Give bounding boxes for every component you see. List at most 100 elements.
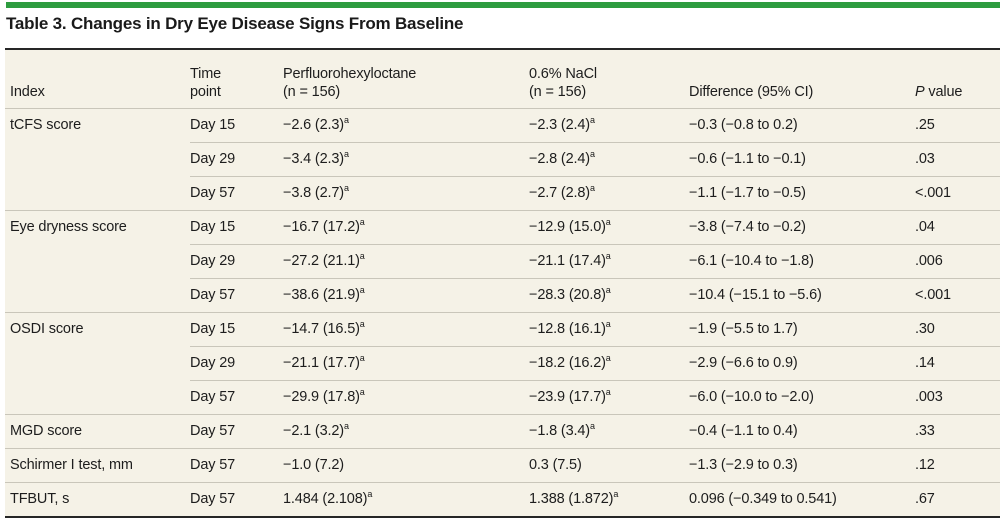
cell-time-point: Day 57 xyxy=(190,287,236,303)
cell-nacl: 0.3 (7.5) xyxy=(529,457,582,473)
column-header-nacl-label: 0.6% NaCl xyxy=(529,66,597,83)
cell-p-value: .25 xyxy=(915,117,935,133)
footnote-marker: a xyxy=(589,115,595,126)
cell-nacl: −18.2 (16.2)a xyxy=(529,353,611,371)
footnote-marker: a xyxy=(605,285,611,296)
column-header-index: Index xyxy=(10,83,45,100)
cell-time-point: Day 15 xyxy=(190,219,236,235)
cell-difference: 0.096 (−0.349 to 0.541) xyxy=(689,491,837,507)
cell-nacl: −2.8 (2.4)a xyxy=(529,149,595,167)
cell-perfluorohexyloctane: −38.6 (21.9)a xyxy=(283,285,365,303)
footnote-marker: a xyxy=(359,217,365,228)
cell-perfluorohexyloctane: −16.7 (17.2)a xyxy=(283,217,365,235)
cell-perfluorohexyloctane: −21.1 (17.7)a xyxy=(283,353,365,371)
cell-difference: −1.9 (−5.5 to 1.7) xyxy=(689,321,798,337)
cell-difference: −1.3 (−2.9 to 0.3) xyxy=(689,457,798,473)
cell-p-value: <.001 xyxy=(915,287,951,303)
table-row: Day 29 −27.2 (21.1)a −21.1 (17.4)a −6.1 (−1… xyxy=(5,244,1000,278)
cell-difference: −0.4 (−1.1 to 0.4) xyxy=(689,423,798,439)
cell-nacl: −23.9 (17.7)a xyxy=(529,387,611,405)
table-row: OSDI score Day 15 −14.7 (16.5)a −12.8 (16.1… xyxy=(5,312,1000,346)
cell-perfluorohexyloctane: −14.7 (16.5)a xyxy=(283,319,365,337)
footnote-marker: a xyxy=(343,421,349,432)
cell-time-point: Day 29 xyxy=(190,151,236,167)
column-header-perfluorohexyloctane-label: Perfluorohexyloctane xyxy=(283,66,417,83)
table-body: tCFS score Day 15 −2.6 (2.3)a −2.3 (2.4)a −0… xyxy=(5,108,1000,516)
footnote-marker: a xyxy=(359,251,365,262)
footnote-marker: a xyxy=(589,421,595,432)
table-title: Table 3. Changes in Dry Eye Disease Sign… xyxy=(6,14,464,33)
footnote-marker: a xyxy=(359,285,365,296)
cell-difference: −6.0 (−10.0 to −2.0) xyxy=(689,389,814,405)
cell-difference: −0.6 (−1.1 to −0.1) xyxy=(689,151,806,167)
cell-p-value: <.001 xyxy=(915,185,951,201)
cell-time-point: Day 15 xyxy=(190,117,236,133)
column-header-difference: Difference (95% CI) xyxy=(689,83,814,100)
cell-p-value: .67 xyxy=(915,491,935,507)
footnote-marker: a xyxy=(613,489,619,500)
footnote-marker: a xyxy=(343,115,349,126)
cell-perfluorohexyloctane: −2.6 (2.3)a xyxy=(283,115,349,133)
cell-nacl: −2.3 (2.4)a xyxy=(529,115,595,133)
cell-index: OSDI score xyxy=(10,321,84,337)
cell-time-point: Day 29 xyxy=(190,253,236,269)
cell-difference: −1.1 (−1.7 to −0.5) xyxy=(689,185,806,201)
cell-p-value: .006 xyxy=(915,253,943,269)
column-header-perfluorohexyloctane: Perfluorohexyloctane (n = 156) xyxy=(283,66,529,108)
cell-perfluorohexyloctane: −3.8 (2.7)a xyxy=(283,183,349,201)
cell-nacl: −2.7 (2.8)a xyxy=(529,183,595,201)
cell-p-value: .12 xyxy=(915,457,935,473)
cell-difference: −0.3 (−0.8 to 0.2) xyxy=(689,117,798,133)
table-row: Day 29 −21.1 (17.7)a −18.2 (16.2)a −2.9 (−6… xyxy=(5,346,1000,380)
cell-difference: −6.1 (−10.4 to −1.8) xyxy=(689,253,814,269)
cell-time-point: Day 29 xyxy=(190,355,236,371)
cell-perfluorohexyloctane: −3.4 (2.3)a xyxy=(283,149,349,167)
footnote-marker: a xyxy=(605,353,611,364)
table-accent-bar xyxy=(6,2,1000,8)
cell-time-point: Day 57 xyxy=(190,423,236,439)
footnote-marker: a xyxy=(605,387,611,398)
cell-nacl: −21.1 (17.4)a xyxy=(529,251,611,269)
column-header-time-point: Time point xyxy=(190,66,283,108)
cell-index: tCFS score xyxy=(10,117,82,133)
cell-index: MGD score xyxy=(10,423,82,439)
cell-index: Schirmer I test, mm xyxy=(10,457,133,473)
footnote-marker: a xyxy=(605,319,611,330)
footnote-marker: a xyxy=(359,353,365,364)
table: Index Time point Perfluorohexyloctane (n… xyxy=(5,48,1000,518)
cell-perfluorohexyloctane: −2.1 (3.2)a xyxy=(283,421,349,439)
cell-perfluorohexyloctane: −1.0 (7.2) xyxy=(283,457,344,473)
footnote-marker: a xyxy=(589,149,595,160)
table-header-row: Index Time point Perfluorohexyloctane (n… xyxy=(5,50,1000,108)
column-header-nacl: 0.6% NaCl (n = 156) xyxy=(529,66,689,108)
cell-nacl: 1.388 (1.872)a xyxy=(529,489,619,507)
table-row: Day 29 −3.4 (2.3)a −2.8 (2.4)a −0.6 (−1.1 t… xyxy=(5,142,1000,176)
cell-index: Eye dryness score xyxy=(10,219,127,235)
cell-nacl: −1.8 (3.4)a xyxy=(529,421,595,439)
cell-perfluorohexyloctane: −27.2 (21.1)a xyxy=(283,251,365,269)
table-row: Day 57 −38.6 (21.9)a −28.3 (20.8)a −10.4 (−… xyxy=(5,278,1000,312)
table-row: MGD score Day 57 −2.1 (3.2)a −1.8 (3.4)a −0.… xyxy=(5,414,1000,448)
table-row: tCFS score Day 15 −2.6 (2.3)a −2.3 (2.4)a −0… xyxy=(5,108,1000,142)
cell-time-point: Day 15 xyxy=(190,321,236,337)
cell-nacl: −12.9 (15.0)a xyxy=(529,217,611,235)
cell-p-value: .003 xyxy=(915,389,943,405)
footnote-marker: a xyxy=(359,319,365,330)
cell-nacl: −12.8 (16.1)a xyxy=(529,319,611,337)
column-header-perfluorohexyloctane-n: (n = 156) xyxy=(283,83,341,100)
footnote-marker: a xyxy=(359,387,365,398)
column-header-nacl-n: (n = 156) xyxy=(529,83,587,100)
footnote-marker: a xyxy=(343,149,349,160)
column-header-time-point-label: Time point xyxy=(190,66,222,100)
cell-perfluorohexyloctane: −29.9 (17.8)a xyxy=(283,387,365,405)
footnote-marker: a xyxy=(605,251,611,262)
cell-p-value: .04 xyxy=(915,219,935,235)
cell-time-point: Day 57 xyxy=(190,185,236,201)
cell-p-value: .33 xyxy=(915,423,935,439)
cell-difference: −2.9 (−6.6 to 0.9) xyxy=(689,355,798,371)
cell-index: TFBUT, s xyxy=(10,491,70,507)
footnote-marker: a xyxy=(343,183,349,194)
footnote-marker: a xyxy=(367,489,373,500)
cell-p-value: .30 xyxy=(915,321,935,337)
cell-p-value: .14 xyxy=(915,355,935,371)
